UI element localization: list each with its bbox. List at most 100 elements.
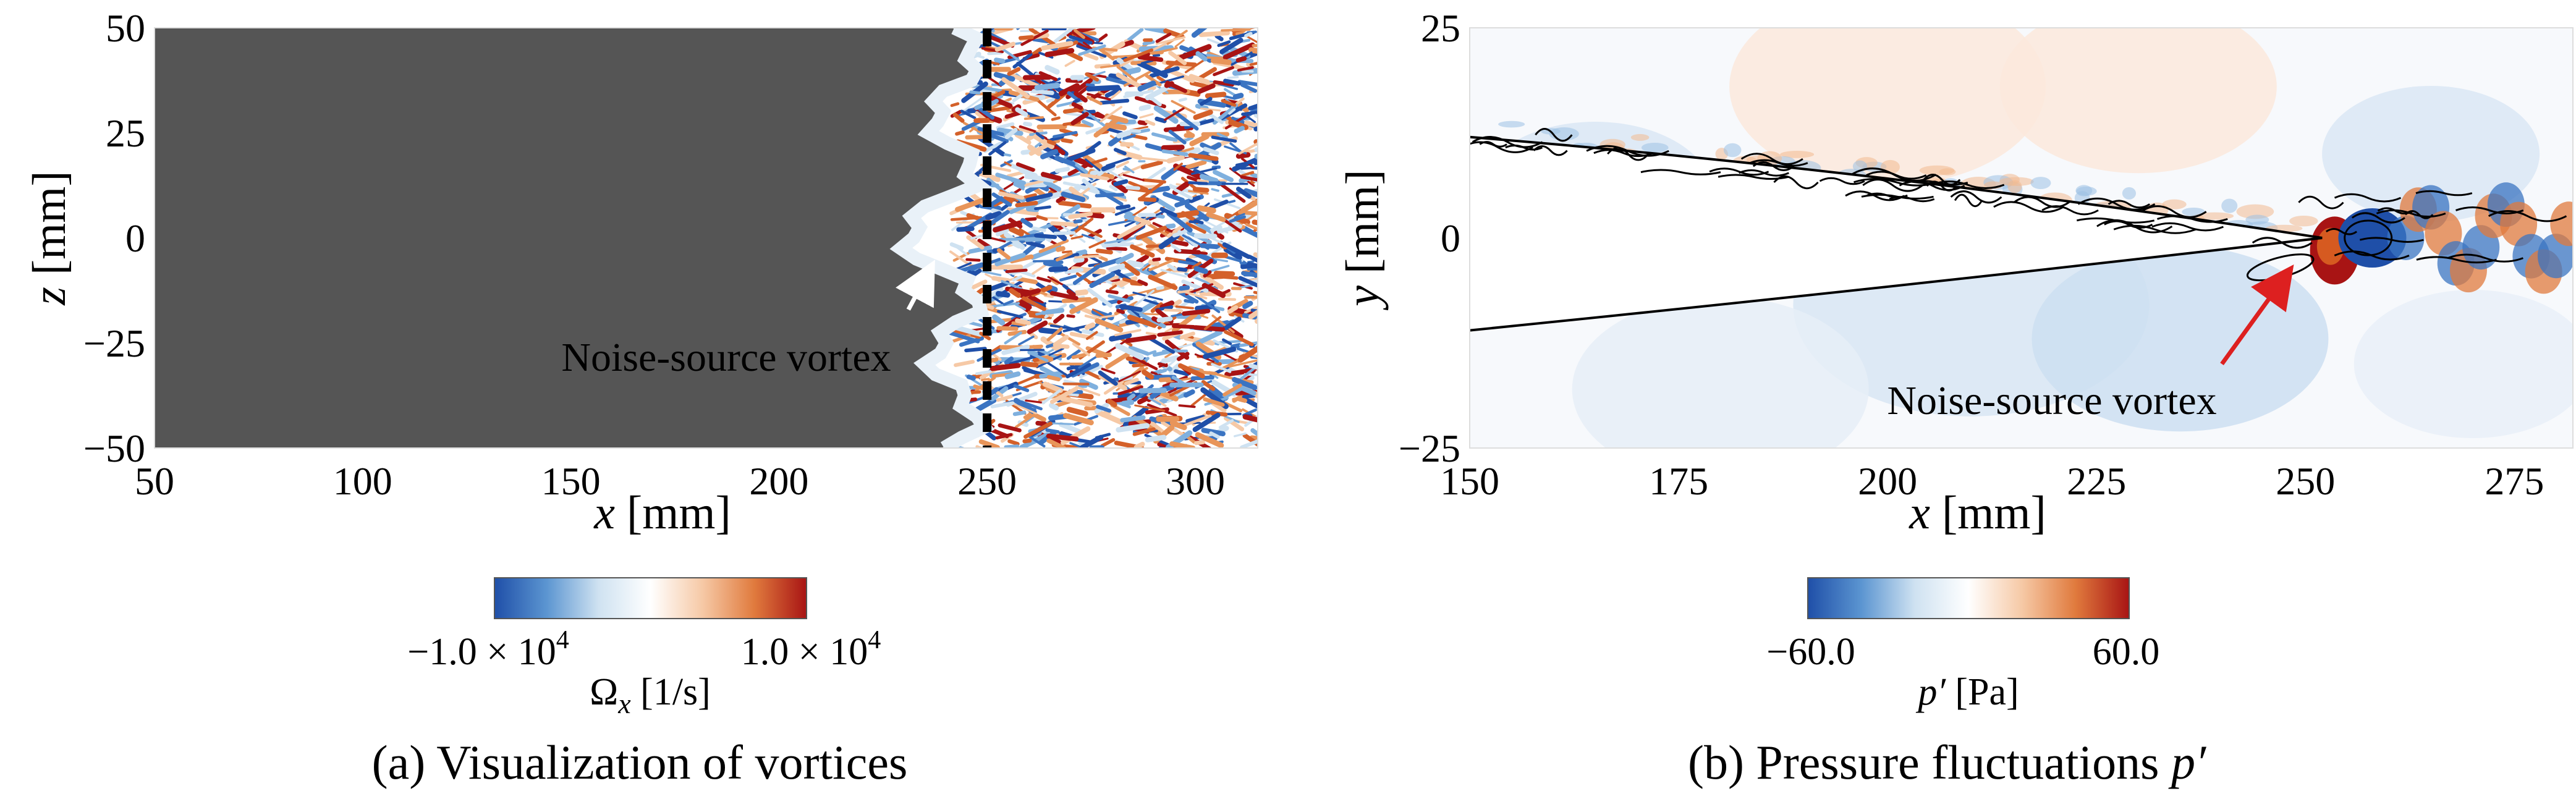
- panel-a-colorbar-min: −1.0 × 104: [407, 626, 569, 673]
- vorticity-streak: [1137, 279, 1148, 286]
- panel-b-y-axis-label: y [mm]: [1337, 169, 1389, 311]
- panel-b-x-tick-label: 250: [2276, 459, 2335, 503]
- vorticity-streak: [1139, 268, 1156, 277]
- vorticity-streak: [1024, 78, 1032, 84]
- vorticity-streak: [1211, 135, 1237, 143]
- vorticity-streak: [1209, 199, 1229, 210]
- pressure-lobe: [1572, 296, 1869, 448]
- vorticity-streak: [1218, 297, 1237, 301]
- vorticity-streak: [1142, 178, 1166, 184]
- panel-b: 150 175 200 225 250 275 250−25 x [mm] y [mm] …: [1337, 6, 2573, 789]
- vorticity-streak: [1246, 30, 1257, 34]
- vorticity-streak: [1049, 88, 1059, 96]
- vorticity-streak: [1253, 290, 1258, 295]
- vorticity-streak: [1129, 129, 1142, 133]
- vorticity-streak: [1203, 397, 1225, 407]
- vorticity-streak: [1035, 142, 1041, 148]
- vorticity-streak: [1235, 56, 1247, 63]
- pressure-lobe: [1999, 28, 2277, 174]
- vorticity-streak: [1248, 363, 1258, 370]
- vorticity-streak: [1172, 324, 1196, 329]
- vorticity-streak: [1075, 386, 1101, 397]
- vorticity-streak: [955, 197, 988, 212]
- vorticity-streak: [1224, 416, 1245, 431]
- panel-a-colorbar-max-exp: 4: [868, 626, 881, 654]
- contour-line: [2351, 212, 2405, 224]
- vorticity-streak: [1095, 248, 1113, 255]
- vorticity-streak: [1033, 133, 1055, 150]
- vorticity-streak: [1247, 261, 1258, 269]
- contour-line: [1533, 145, 1568, 156]
- vorticity-streak: [1233, 282, 1253, 290]
- vorticity-streak: [1086, 85, 1121, 92]
- vorticity-streak: [1223, 255, 1242, 263]
- vorticity-streak: [1043, 260, 1064, 265]
- vorticity-streak: [1234, 125, 1245, 133]
- vorticity-streak: [1229, 215, 1247, 223]
- vorticity-streak: [949, 250, 972, 266]
- vorticity-streak: [1074, 289, 1089, 296]
- vorticity-streak: [1197, 205, 1216, 214]
- vorticity-streak: [1100, 438, 1116, 448]
- vorticity-streak: [1203, 346, 1237, 360]
- vorticity-streak: [1200, 108, 1221, 112]
- vorticity-streak: [975, 397, 997, 412]
- vorticity-streak: [1176, 289, 1199, 304]
- vorticity-streak: [1046, 433, 1079, 442]
- vorticity-streak: [983, 300, 996, 307]
- vorticity-streak: [1219, 182, 1246, 203]
- vorticity-streak: [1044, 360, 1069, 378]
- vorticity-streak: [1192, 342, 1219, 363]
- vorticity-streak: [1007, 439, 1020, 446]
- vorticity-streak: [1119, 304, 1143, 312]
- vorticity-streak: [1209, 431, 1220, 439]
- vorticity-streak: [1197, 83, 1216, 94]
- vorticity-streak: [989, 387, 999, 396]
- vorticity-streak: [1007, 67, 1021, 76]
- vorticity-streak: [1173, 188, 1193, 200]
- vorticity-streak: [1046, 438, 1066, 448]
- vorticity-streak: [1125, 132, 1148, 140]
- vorticity-streak: [1188, 190, 1209, 195]
- vorticity-streak: [1206, 212, 1226, 222]
- vorticity-streak: [1211, 315, 1235, 334]
- vorticity-streak: [1111, 268, 1121, 274]
- vorticity-streak: [1191, 28, 1208, 38]
- vorticity-streak: [1132, 356, 1158, 371]
- panel-b-x-tick-label: 150: [1440, 459, 1499, 503]
- vorticity-streak: [1121, 399, 1135, 407]
- vorticity-streak: [1039, 370, 1064, 379]
- vorticity-streak: [1095, 111, 1106, 119]
- vorticity-streak: [1133, 289, 1155, 307]
- vorticity-streak: [1120, 415, 1146, 423]
- vorticity-streak: [1156, 285, 1164, 290]
- vorticity-streak: [1034, 205, 1051, 211]
- vorticity-streak: [1125, 185, 1141, 190]
- panel-b-x-tick-label: 175: [1649, 459, 1708, 503]
- vorticity-streak: [1171, 239, 1189, 247]
- vorticity-streak: [1054, 155, 1075, 167]
- vorticity-streak: [1007, 329, 1027, 336]
- vorticity-streak: [1155, 36, 1186, 45]
- panel-a-x-tick-label: 100: [333, 459, 392, 503]
- vorticity-streak: [1137, 120, 1148, 125]
- vorticity-streak: [1008, 72, 1040, 88]
- vorticity-streak: [1242, 394, 1256, 399]
- vorticity-streak: [1240, 198, 1258, 213]
- vorticity-streak: [1004, 232, 1025, 250]
- vorticity-streak: [1148, 259, 1174, 271]
- vorticity-streak: [987, 105, 1014, 113]
- vorticity-streak: [1158, 377, 1171, 383]
- vorticity-streak: [1145, 434, 1167, 442]
- panel-a-frame: [154, 27, 1258, 449]
- contour-line: [2376, 209, 2446, 218]
- vorticity-streak: [1213, 271, 1235, 277]
- vorticity-streak: [1178, 260, 1197, 266]
- vorticity-streak: [1222, 338, 1232, 345]
- vorticity-streak: [1205, 234, 1226, 246]
- panel-b-x-axis-label: x [mm]: [1909, 487, 2046, 539]
- panel-a-y-ticks: 50 25 0 −25 −50: [83, 6, 145, 470]
- vorticity-streak: [1109, 284, 1117, 290]
- vorticity-streak: [996, 326, 1019, 331]
- vorticity-streak: [1106, 398, 1117, 407]
